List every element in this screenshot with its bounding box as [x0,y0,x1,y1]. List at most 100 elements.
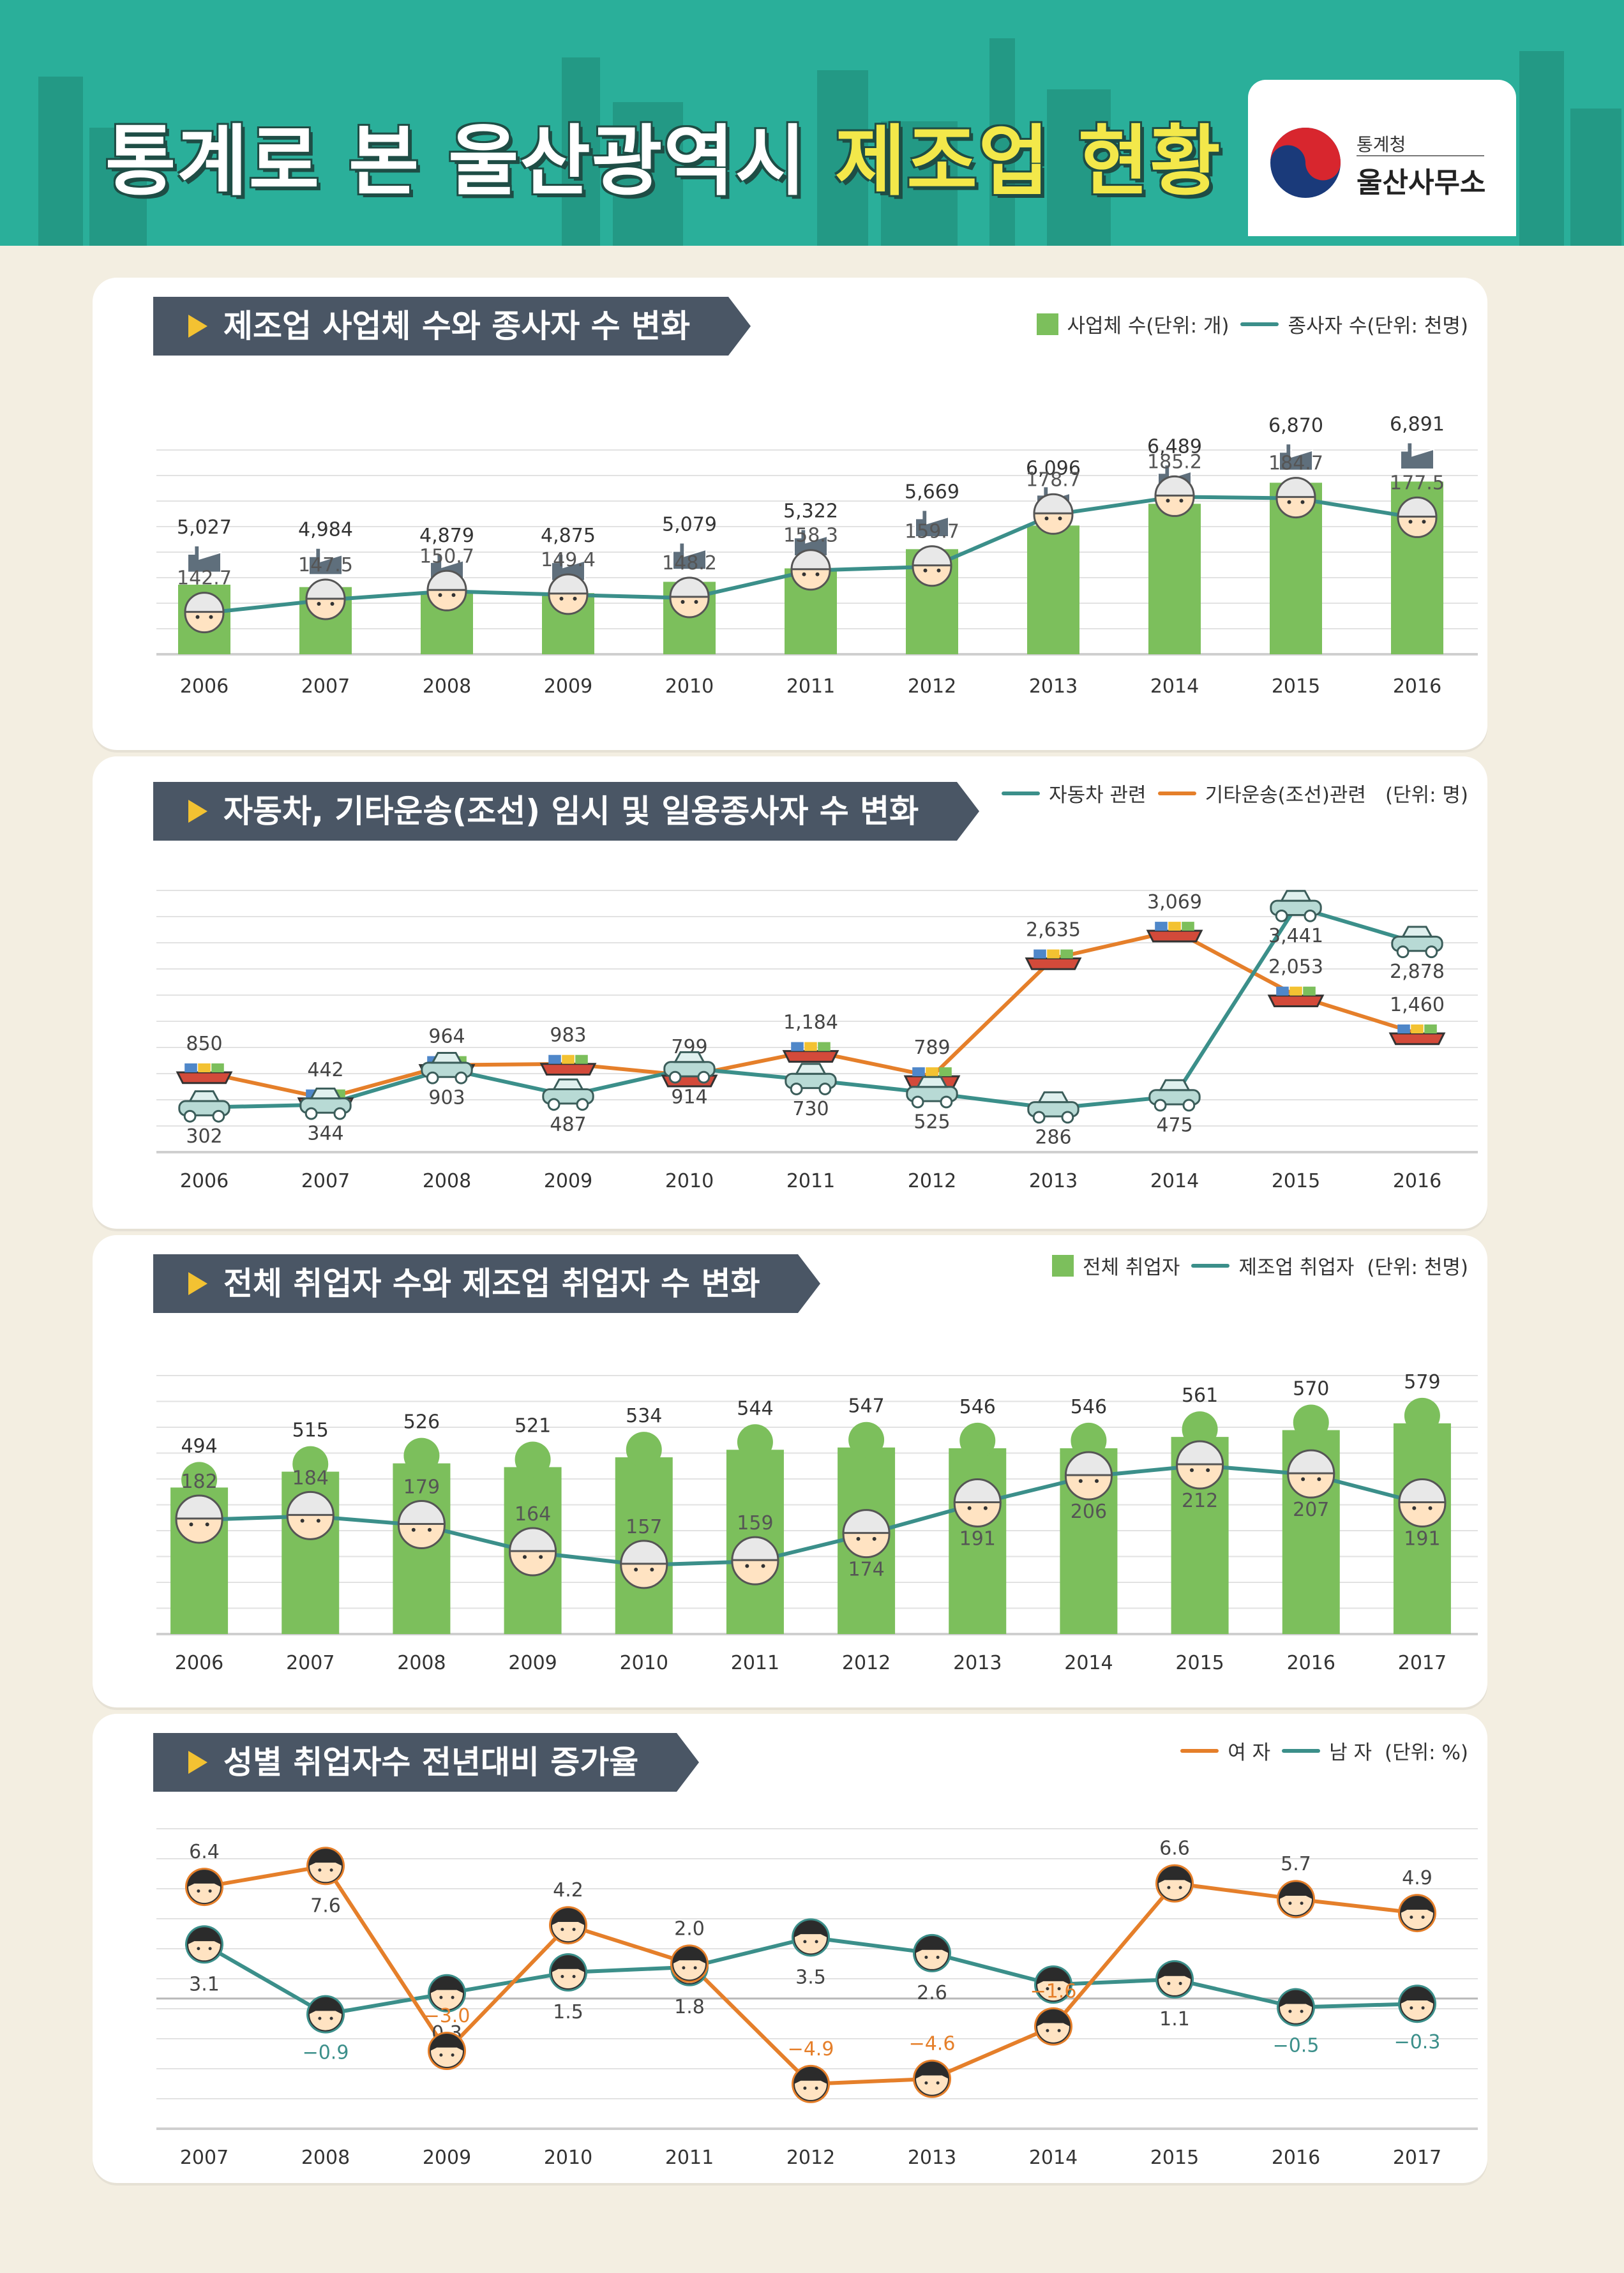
line-data-label: 191 [1404,1528,1440,1550]
worker-face-icon [175,1494,223,1544]
x-tick-label: 2006 [180,675,229,698]
bar-data-label: 494 [181,1435,217,1457]
bar-data-label: 546 [959,1396,996,1418]
panel-temp-workers: 자동차, 기타운송(조선) 임시 및 일용종사자 수 변화 자동차 관련 기타운… [93,756,1487,1229]
female-data-label: 6.4 [189,1841,220,1863]
male-data-label: 1.1 [1159,2008,1190,2030]
bar-data-label: 534 [626,1405,662,1427]
woman-face-icon [306,1847,345,1886]
bar-data-label: 6,096 [1026,457,1081,479]
chart-gender-growth: 2007 2008 2009 2010 2011 2012 2013 2014 2015 2016… [156,1828,1478,2169]
legend-female-label: 여 자 [1228,1741,1271,1764]
x-tick-label: 2017 [1393,2147,1441,2169]
line-data-label: 142.7 [177,567,232,590]
line-data-label: 150.7 [419,545,474,567]
x-tick-label: 2007 [301,675,350,698]
bar-data-label: 5,027 [177,516,232,539]
car-icon [1391,926,1443,959]
ship-icon [782,1042,839,1063]
x-tick-label: 2013 [953,1652,1002,1674]
chart-temp-workers: 2006 2007 2008 2009 2010 2011 2012 2013 2014 2015… [156,890,1478,1192]
page-title: 통계로 본 울산광역시 제조업 현황 [105,99,1222,210]
bar-data-label: 544 [737,1397,773,1420]
line-data-label: 149.4 [541,549,596,571]
legend: 자동차 관련 기타운송(조선)관련 (단위: 명) [990,779,1468,807]
line-data-label: 159 [737,1512,773,1534]
car-icon [785,1063,837,1095]
legend-male-swatch [1282,1748,1321,1753]
bar-data-label: 4,984 [298,519,353,541]
x-tick-label: 2012 [842,1652,891,1674]
line-data-label: 185.2 [1147,451,1202,473]
legend-line-swatch [1191,1263,1230,1268]
bar [1027,525,1079,654]
man-face-icon [549,1953,587,1992]
x-tick-label: 2016 [1287,1652,1335,1674]
worker-face-icon [1398,1478,1447,1527]
worker-face-icon [953,1478,1002,1527]
bar-head-icon [1182,1411,1218,1448]
woman-face-icon [1034,2007,1072,2046]
bar [1393,1423,1451,1634]
ship-icon [1146,922,1203,943]
x-tick-label: 2016 [1393,675,1441,698]
factory-icon [793,529,828,557]
car-icon [1270,890,1322,922]
ship-data-label: 964 [428,1026,465,1048]
panel-title: 제조업 사업체 수와 종사자 수 변화 [153,297,751,356]
panel-title: 자동차, 기타운송(조선) 임시 및 일용종사자 수 변화 [153,782,980,841]
x-tick-label: 2011 [731,1652,779,1674]
worker-face-icon [842,1509,891,1559]
woman-face-icon [428,2032,466,2070]
bar-head-icon [848,1422,885,1458]
female-data-label: 2.0 [674,1917,705,1940]
worker-face-icon [1033,493,1074,535]
legend-bar-swatch [1036,313,1058,335]
female-data-label: 6.6 [1159,1838,1190,1860]
car-icon [421,1052,473,1084]
car-icon [1148,1079,1201,1112]
x-tick-label: 2013 [1029,675,1078,698]
man-face-icon [1398,1984,1436,2023]
male-data-label: 2.6 [917,1982,947,2004]
bar-data-label: 546 [1071,1396,1107,1418]
legend-auto-label: 자동차 관련 [1049,784,1147,807]
x-tick-label: 2008 [397,1652,446,1674]
woman-face-icon [185,1868,223,1907]
ship-icon [176,1063,233,1084]
line-data-label: 182 [181,1471,217,1493]
auto-data-label: 2,878 [1390,961,1445,983]
female-data-label: 7.6 [310,1894,341,1917]
x-tick-label: 2009 [423,2147,471,2169]
bar-data-label: 5,669 [905,481,959,503]
title-prefix: 통계로 본 울산광역시 [105,117,808,206]
x-tick-label: 2011 [665,2147,714,2169]
auto-data-label: 903 [428,1087,465,1109]
line-data-label: 178.7 [1026,469,1081,491]
auto-data-label: 730 [792,1098,829,1120]
x-tick-label: 2007 [301,1170,350,1192]
x-tick-label: 2011 [786,675,835,698]
panel-establishments-employees: 제조업 사업체 수와 종사자 수 변화 사업체 수(단위: 개) 종사자 수(단… [93,278,1487,750]
factory-icon [1400,442,1434,470]
worker-face-icon [1397,497,1438,538]
worker-face-icon [426,569,467,611]
logo-divider [1357,155,1484,156]
legend-male-label: 남 자 [1329,1741,1372,1764]
legend-auto-swatch [1002,791,1041,795]
x-tick-label: 2014 [1064,1652,1113,1674]
worker-face-icon [1154,476,1195,517]
legend: 사업체 수(단위: 개) 종사자 수(단위: 천명) [1036,310,1468,338]
x-tick-label: 2009 [508,1652,557,1674]
legend-unit: (단위: 명) [1385,784,1468,807]
bar-data-label: 6,870 [1268,414,1323,437]
x-tick-label: 2010 [620,1652,668,1674]
woman-face-icon [913,2059,951,2098]
x-tick-label: 2010 [665,1170,714,1192]
worker-face-icon [1275,477,1316,519]
x-tick-label: 2016 [1272,2147,1320,2169]
bar-data-label: 5,322 [783,500,838,522]
man-face-icon [792,1918,830,1957]
woman-face-icon [1155,1864,1194,1903]
car-icon [178,1090,230,1123]
